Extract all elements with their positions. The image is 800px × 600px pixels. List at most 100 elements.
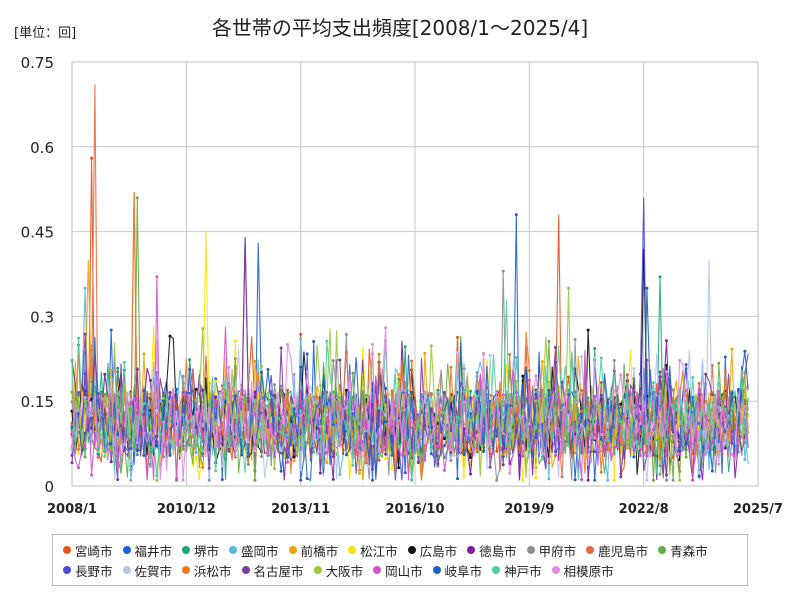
data-point [593,450,597,454]
data-point [632,455,636,459]
legend-swatch [63,566,71,574]
data-point [723,446,727,450]
data-point [501,269,505,273]
data-point [436,444,440,448]
data-point [116,464,120,468]
data-point [331,446,335,450]
data-point [593,436,597,440]
data-point [312,340,316,343]
data-point [717,382,721,385]
data-point [214,422,218,426]
data-point [423,444,427,448]
data-point [266,392,270,396]
data-point [351,371,355,375]
data-point [403,471,407,475]
data-point [586,445,590,449]
data-point [201,466,205,469]
data-point [318,453,322,457]
data-point [423,458,427,462]
data-point [344,453,348,457]
data-point [135,396,139,400]
data-point [560,475,564,479]
data-point [292,426,296,430]
data-point [462,400,466,404]
data-point [671,403,675,407]
data-point [90,473,94,477]
data-point [717,361,721,365]
data-point [312,395,316,399]
legend-item: 宮崎市 [63,540,113,560]
data-point [495,478,499,482]
data-point [286,343,290,346]
data-point [736,439,740,443]
data-point [697,474,701,478]
data-point [325,451,329,455]
data-point [162,396,165,400]
data-point [736,388,740,391]
data-point [260,370,263,374]
data-point [665,370,668,374]
data-point [710,422,714,426]
data-point [508,442,512,446]
data-point [560,408,564,412]
data-point [475,390,479,393]
data-point [697,438,701,442]
data-point [599,442,603,446]
data-point [429,452,433,456]
legend-swatch [432,566,441,574]
data-point [188,394,192,397]
data-point [704,414,708,418]
legend-item: 徳島市 [467,540,517,560]
data-point [220,442,224,446]
data-point [697,381,701,385]
data-point [181,393,185,397]
data-point [730,432,734,436]
data-point [344,436,348,440]
legend-swatch [526,546,535,554]
data-point [246,399,250,403]
data-point [508,471,512,475]
data-point [371,478,374,482]
data-point [710,446,714,450]
data-point [403,417,407,421]
data-point [299,468,303,472]
data-point [612,359,616,362]
y-tick-label: 0.15 [21,393,54,411]
data-point [142,352,146,356]
data-point [547,477,551,481]
data-point [207,400,211,404]
data-point [449,459,453,462]
legend-item: 浜松市 [182,560,232,580]
data-point [416,445,420,449]
data-point [573,478,577,482]
data-point [475,433,479,437]
data-point [292,407,296,411]
data-point [129,478,133,482]
data-point [122,449,126,453]
legend-item: 岡山市 [373,560,423,580]
data-point [625,382,629,386]
data-point [142,389,146,393]
legend-item: 松江市 [348,540,398,560]
data-point [90,413,94,417]
data-point [103,455,107,458]
data-point [70,358,74,362]
data-point [338,396,342,400]
data-point [527,422,531,426]
data-point [423,351,427,355]
data-point [207,466,211,470]
data-point [286,394,290,398]
data-point [168,334,172,338]
data-point [684,427,688,431]
legend-label: 神戸市 [504,563,542,579]
data-point [416,461,420,465]
data-point [521,454,525,458]
data-point [534,389,538,393]
data-point [573,393,577,397]
data-point [292,452,296,456]
data-point [691,478,695,482]
data-point [678,452,682,456]
data-point [521,437,525,441]
legend-swatch [467,546,476,554]
data-point [77,412,80,415]
